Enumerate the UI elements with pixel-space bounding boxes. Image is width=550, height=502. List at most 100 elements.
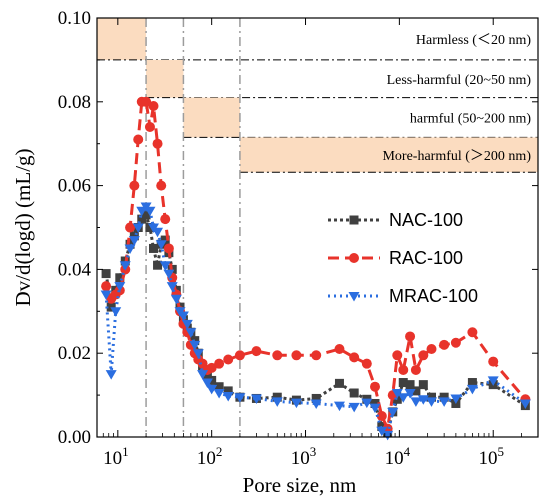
- data-point-rac-100: [334, 344, 345, 355]
- data-point-nac-100: [439, 392, 449, 402]
- data-point-nac-100: [334, 378, 344, 388]
- band-fill: [97, 18, 147, 60]
- data-point-rac-100: [488, 356, 499, 367]
- data-point-rac-100: [101, 281, 112, 292]
- band-fill: [239, 137, 538, 173]
- legend-label-rac-100: RAC-100: [389, 248, 463, 268]
- data-point-rac-100: [410, 364, 421, 375]
- data-point-nac-100: [145, 223, 155, 232]
- data-point-mrac-100: [185, 328, 197, 338]
- legend-marker-rac-100: [349, 253, 359, 263]
- y-tick-label: 0.04: [58, 259, 92, 280]
- data-point-nac-100: [214, 382, 224, 392]
- x-tick-label: 104: [385, 444, 411, 469]
- x-tick-label: 101: [103, 444, 129, 469]
- data-point-mrac-100: [152, 227, 164, 238]
- data-point-nac-100: [101, 269, 111, 279]
- data-point-nac-100: [411, 386, 421, 396]
- data-point-nac-100: [106, 302, 116, 312]
- data-point-mrac-100: [466, 384, 478, 395]
- data-point-nac-100: [398, 378, 408, 388]
- data-point-mrac-100: [410, 397, 422, 407]
- data-point-rac-100: [206, 362, 217, 373]
- data-point-mrac-100: [114, 282, 126, 292]
- data-point-rac-100: [418, 350, 429, 361]
- data-point-rac-100: [398, 364, 409, 375]
- data-point-mrac-100: [201, 378, 213, 389]
- data-point-mrac-100: [124, 244, 136, 254]
- data-point-rac-100: [133, 134, 144, 145]
- data-point-rac-100: [361, 358, 372, 369]
- data-point-rac-100: [214, 358, 225, 369]
- data-point-nac-100: [153, 260, 163, 270]
- data-point-mrac-100: [144, 206, 156, 217]
- y-tick-label: 0.10: [58, 8, 91, 29]
- data-point-nac-100: [160, 235, 170, 245]
- data-point-nac-100: [149, 243, 159, 253]
- band-fill: [183, 97, 240, 138]
- data-point-rac-100: [467, 327, 478, 338]
- data-point-mrac-100: [128, 236, 140, 246]
- data-point-nac-100: [129, 231, 139, 241]
- legend-entry-rac-100: RAC-100: [328, 248, 463, 268]
- data-point-nac-100: [223, 386, 233, 396]
- data-point-mrac-100: [206, 384, 218, 395]
- data-point-rac-100: [148, 100, 159, 111]
- data-point-mrac-100: [100, 290, 112, 301]
- data-point-mrac-100: [438, 397, 450, 407]
- data-point-mrac-100: [369, 403, 381, 414]
- legend-entry-nac-100: NAC-100: [328, 210, 463, 230]
- data-point-rac-100: [160, 214, 171, 225]
- data-point-rac-100: [144, 121, 155, 132]
- data-point-rac-100: [439, 339, 450, 350]
- data-point-nac-100: [427, 392, 437, 402]
- x-tick-label: 103: [291, 444, 317, 469]
- data-point-rac-100: [291, 350, 302, 361]
- data-point-rac-100: [251, 346, 262, 357]
- data-point-rac-100: [405, 331, 416, 342]
- data-point-rac-100: [125, 222, 136, 233]
- data-point-rac-100: [223, 354, 234, 365]
- data-point-mrac-100: [450, 394, 462, 404]
- axes: 0.00 0.02 0.04 0.06 0.08 0.10 101 102 103 104 105: [58, 8, 539, 469]
- data-point-mrac-100: [387, 407, 399, 418]
- data-point-mrac-100: [404, 389, 416, 399]
- data-point-mrac-100: [310, 399, 322, 409]
- legend-marker-nac-100: [349, 215, 359, 225]
- data-point-rac-100: [392, 350, 403, 361]
- data-point-nac-100: [467, 378, 477, 388]
- y-axis-title: Dv/d(logd) (mL/g): [11, 148, 35, 306]
- data-point-nac-100: [418, 380, 428, 390]
- data-point-mrac-100: [105, 370, 117, 380]
- data-point-nac-100: [370, 398, 380, 408]
- data-point-mrac-100: [333, 401, 345, 412]
- band-label: Less-harmful (20~50 nm): [387, 73, 532, 88]
- data-point-mrac-100: [348, 402, 360, 413]
- data-point-mrac-100: [397, 393, 409, 403]
- data-point-mrac-100: [163, 269, 175, 280]
- data-point-mrac-100: [132, 223, 144, 233]
- pore-class-bands: Harmless (＜20 nm) Less-harmful (20~50 nm)…: [97, 18, 538, 173]
- data-point-mrac-100: [234, 393, 246, 403]
- band-fill: [146, 59, 184, 98]
- y-tick-label: 0.06: [58, 176, 91, 197]
- data-point-mrac-100: [177, 311, 189, 321]
- data-point-rac-100: [370, 381, 381, 392]
- data-point-mrac-100: [197, 370, 209, 380]
- data-point-mrac-100: [192, 349, 204, 359]
- data-point-rac-100: [129, 180, 140, 191]
- series-layer: [100, 96, 531, 441]
- data-point-mrac-100: [159, 261, 171, 271]
- data-point-rac-100: [163, 243, 174, 254]
- data-point-mrac-100: [417, 395, 429, 405]
- data-point-mrac-100: [170, 294, 182, 305]
- data-point-nac-100: [349, 388, 359, 398]
- data-point-mrac-100: [391, 389, 403, 399]
- data-point-rac-100: [311, 350, 322, 361]
- series-mrac-100: [100, 202, 531, 441]
- data-point-mrac-100: [155, 240, 167, 250]
- data-point-mrac-100: [290, 398, 302, 409]
- data-point-mrac-100: [222, 391, 234, 402]
- data-point-mrac-100: [189, 340, 201, 351]
- data-point-mrac-100: [213, 389, 225, 399]
